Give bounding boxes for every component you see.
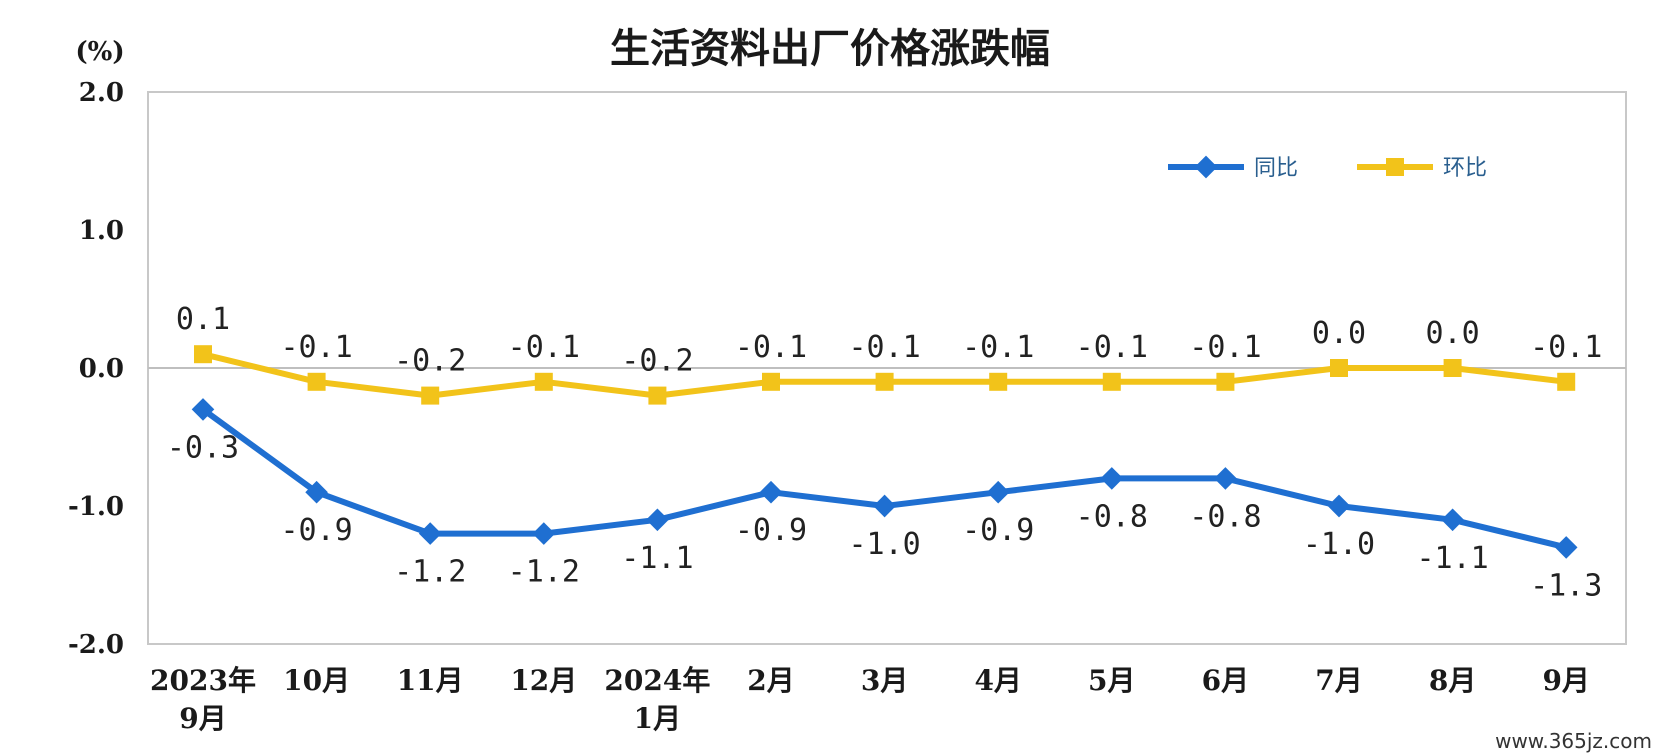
x-tick-label: 10月 xyxy=(283,664,350,697)
data-point-mom xyxy=(421,386,440,405)
data-label-mom: 0.0 xyxy=(1426,316,1480,351)
y-tick-label: -2.0 xyxy=(68,630,124,660)
x-tick-label: 1月 xyxy=(634,702,681,735)
data-label-yoy: -0.8 xyxy=(1189,499,1261,534)
data-label-mom: -0.1 xyxy=(848,330,920,365)
y-unit-label: (%) xyxy=(75,37,124,67)
data-point-yoy xyxy=(532,522,556,545)
data-point-mom xyxy=(1102,372,1121,391)
data-point-mom xyxy=(1557,372,1576,391)
x-tick-label: 3月 xyxy=(861,664,908,697)
watermark-text: www.365jz.com xyxy=(1495,729,1652,753)
data-point-mom xyxy=(762,372,780,391)
data-label-mom: -0.2 xyxy=(394,344,466,379)
data-point-mom xyxy=(307,372,326,391)
data-label-yoy: -0.9 xyxy=(280,513,352,548)
data-point-yoy xyxy=(1327,494,1351,518)
data-label-yoy: -0.3 xyxy=(167,430,239,465)
data-point-yoy xyxy=(646,508,669,532)
data-point-mom xyxy=(1443,359,1462,377)
data-point-mom xyxy=(989,372,1008,391)
data-labels-layer: -0.3 -0.9 -1.2 -1.2 -1.1 -0.9 -1.0 -0.9 -0.8 -0.8… xyxy=(167,302,1602,603)
data-point-yoy xyxy=(1214,467,1237,490)
data-point-mom xyxy=(648,386,667,405)
legend-marker-yoy xyxy=(1194,155,1218,179)
x-tick-label: 2月 xyxy=(747,664,794,697)
x-tick-label: 6月 xyxy=(1202,664,1249,697)
chart-title: 生活资料出厂价格涨跌幅 xyxy=(610,26,1050,72)
data-label-mom: -0.1 xyxy=(1076,330,1148,365)
data-label-mom: -0.2 xyxy=(621,344,693,379)
data-label-yoy: -1.3 xyxy=(1530,568,1602,603)
data-point-mom xyxy=(534,372,553,391)
data-point-yoy xyxy=(1100,467,1124,490)
legend-item-yoy: 同比 xyxy=(1168,155,1298,181)
y-tick-label: 1.0 xyxy=(79,216,124,246)
data-point-yoy xyxy=(873,494,896,518)
data-point-yoy xyxy=(305,480,328,504)
x-tick-label: 12月 xyxy=(510,664,577,697)
data-point-mom xyxy=(1216,372,1235,391)
data-label-mom: -0.1 xyxy=(280,330,352,365)
legend-label-yoy: 同比 xyxy=(1254,156,1298,181)
legend: 同比 环比 xyxy=(1168,155,1487,181)
x-tick-label: 4月 xyxy=(974,664,1021,697)
data-point-yoy xyxy=(1554,536,1578,559)
data-label-yoy: -1.2 xyxy=(508,555,580,590)
data-label-mom: -0.1 xyxy=(735,330,807,365)
data-point-yoy xyxy=(759,480,783,504)
data-label-yoy: -1.2 xyxy=(394,555,466,590)
data-label-yoy: -1.1 xyxy=(621,541,693,576)
x-tick-label: 2024年 xyxy=(604,664,710,697)
data-point-mom xyxy=(1330,359,1348,377)
x-tick-label: 8月 xyxy=(1429,664,1476,697)
series-layer xyxy=(191,345,1578,559)
x-axis-ticks: 2023年 9月 10月 11月 12月 2024年 1月 2月 3月 4月 5月 6月 7月 8月 9月 xyxy=(150,664,1590,735)
data-label-yoy: -0.8 xyxy=(1076,499,1148,534)
data-label-mom: 0.1 xyxy=(176,302,230,337)
x-tick-label: 9月 xyxy=(1542,664,1589,697)
data-label-mom: -0.1 xyxy=(1189,330,1261,365)
data-point-yoy xyxy=(1441,508,1464,532)
x-tick-label: 9月 xyxy=(179,702,226,735)
data-label-yoy: -0.9 xyxy=(962,513,1034,548)
data-point-mom xyxy=(194,345,212,364)
data-label-mom: -0.1 xyxy=(508,330,580,365)
x-tick-label: 5月 xyxy=(1088,664,1135,697)
y-tick-label: 0.0 xyxy=(79,354,124,384)
data-label-mom: 0.0 xyxy=(1312,316,1366,351)
data-label-yoy: -1.1 xyxy=(1416,541,1488,576)
legend-marker-mom xyxy=(1386,158,1404,176)
x-tick-label: 7月 xyxy=(1315,664,1362,697)
data-label-yoy: -0.9 xyxy=(735,513,807,548)
legend-label-mom: 环比 xyxy=(1443,156,1487,181)
y-tick-label: -1.0 xyxy=(68,492,124,522)
data-point-yoy xyxy=(986,480,1010,504)
y-axis-ticks: 2.0 1.0 0.0 -1.0 -2.0 xyxy=(68,78,124,660)
data-label-mom: -0.1 xyxy=(962,330,1034,365)
y-tick-label: 2.0 xyxy=(79,78,124,108)
x-tick-label: 2023年 xyxy=(150,664,256,697)
x-tick-label: 11月 xyxy=(397,664,464,697)
data-label-mom: -0.1 xyxy=(1530,330,1602,365)
data-label-yoy: -1.0 xyxy=(1303,527,1375,562)
data-label-yoy: -1.0 xyxy=(848,527,920,562)
legend-item-mom: 环比 xyxy=(1357,156,1487,181)
data-point-mom xyxy=(875,372,894,391)
data-point-yoy xyxy=(418,522,442,545)
